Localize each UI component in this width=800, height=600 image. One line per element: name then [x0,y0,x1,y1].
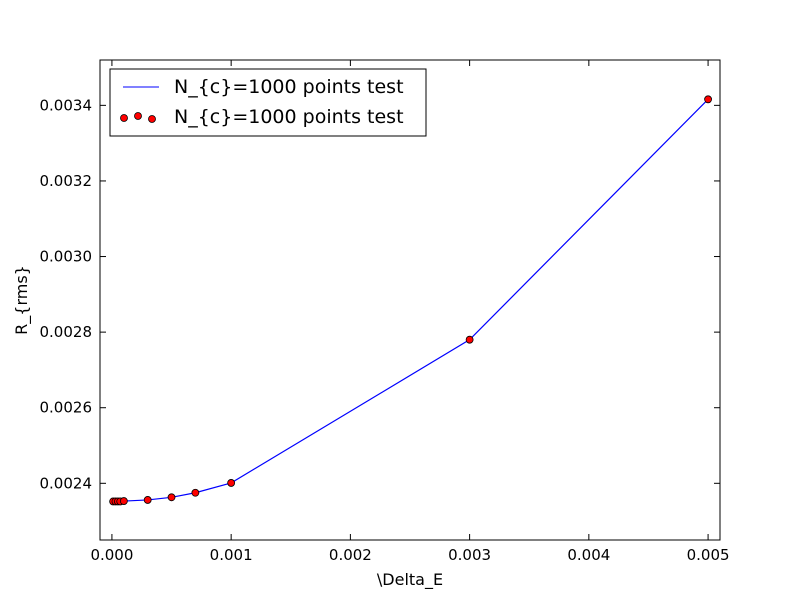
data-point [191,488,200,497]
x-tick-label: 0.001 [210,546,253,564]
y-axis: 0.0024 0.0026 0.0028 0.0030 0.0032 0.0034 [40,96,720,492]
x-tick-label: 0.000 [90,546,133,564]
legend-marker-swatch [134,112,142,120]
x-tick-label: 0.002 [329,546,372,564]
data-point [119,497,128,505]
plot-frame [99,59,721,541]
data-point [167,493,176,502]
legend-entry-scatter: N_{c}=1000 points test [174,106,404,128]
data-point [227,479,236,487]
legend-box [109,68,427,137]
plot-content [109,95,712,506]
legend-marker-swatch [148,115,156,123]
y-axis-label: R_{rms} [12,265,32,335]
legend-entry-line: N_{c}=1000 points test [174,76,404,98]
data-point [704,95,712,104]
series-line [113,98,709,503]
y-tick-label: 0.0028 [40,323,93,341]
y-tick-label: 0.0030 [40,248,93,266]
x-axis-label: \Delta_E [377,570,443,590]
x-tick-label: 0.004 [567,546,610,564]
x-tick-label: 0.005 [687,546,730,564]
data-point [465,335,474,344]
y-tick-label: 0.0032 [40,172,93,190]
legend-marker-swatch [120,114,128,122]
x-axis: 0.000 0.001 0.002 0.003 0.004 0.005 [90,60,730,564]
y-tick-label: 0.0034 [40,96,93,114]
x-tick-label: 0.003 [448,546,491,564]
y-tick-label: 0.0024 [40,474,93,492]
y-tick-label: 0.0026 [40,399,93,417]
legend: N_{c}=1000 points test N_{c}=1000 points… [109,68,427,137]
data-point [143,496,152,504]
